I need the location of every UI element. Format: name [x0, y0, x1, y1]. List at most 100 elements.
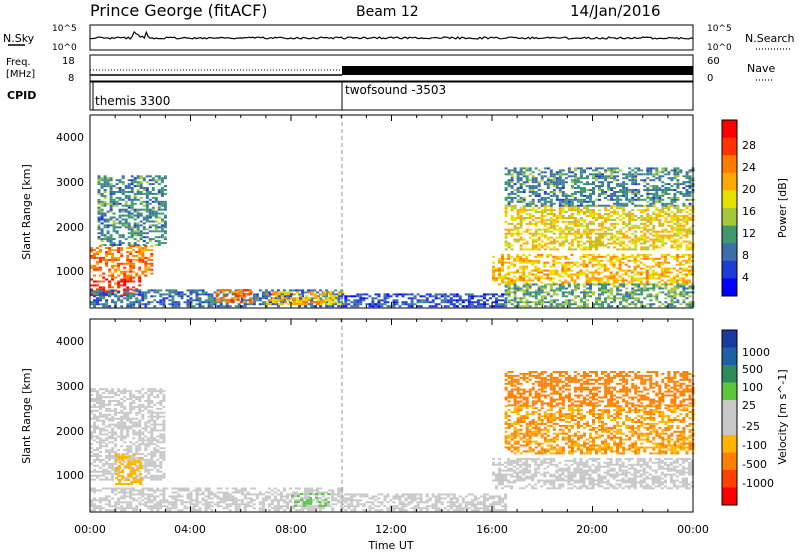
- power-echo-cell: [686, 205, 689, 207]
- power-echo-cell: [619, 268, 622, 270]
- power-echo-cell: [134, 211, 137, 213]
- power-echo-cell: [110, 236, 113, 238]
- power-echo-cell: [688, 274, 691, 276]
- power-echo-cell: [510, 256, 513, 258]
- power-echo-cell: [610, 277, 613, 279]
- power-echo-cell: [652, 225, 655, 227]
- power-echo-cell: [110, 187, 113, 189]
- power-echo-cell: [613, 301, 616, 303]
- power-echo-cell: [131, 203, 134, 205]
- power-echo-cell: [664, 276, 667, 278]
- power-echo-cell: [146, 197, 149, 199]
- power-echo-cell: [550, 289, 553, 291]
- power-echo-cell: [610, 260, 613, 262]
- power-echo-cell: [513, 281, 516, 283]
- velocity-echo-cell: [147, 437, 150, 439]
- velocity-echo-cell: [150, 441, 153, 443]
- velocity-echo-cell: [132, 443, 135, 445]
- power-echo-cell: [556, 303, 559, 305]
- velocity-echo-cell: [141, 428, 144, 430]
- power-echo-cell: [574, 231, 577, 233]
- velocity-echo-cell: [138, 445, 141, 447]
- power-echo-cell: [616, 175, 619, 177]
- velocity-echo-cell: [159, 463, 162, 465]
- power-echo-cell: [589, 286, 592, 288]
- power-cbar-tick-20: 20: [742, 183, 756, 196]
- power-echo-cell: [522, 262, 525, 264]
- power-echo-cell: [508, 173, 511, 175]
- power-echo-cell: [564, 256, 567, 258]
- power-echo-cell: [598, 167, 601, 169]
- power-echo-cell: [411, 293, 414, 295]
- power-echo-cell: [686, 297, 689, 299]
- power-echo-cell: [631, 295, 634, 297]
- power-echo-cell: [550, 301, 553, 303]
- power-echo-cell: [592, 284, 595, 286]
- velocity-echo-cell: [93, 475, 96, 477]
- power-echo-cell: [98, 213, 101, 215]
- power-echo-cell: [601, 281, 604, 283]
- power-echo-cell: [562, 288, 565, 290]
- power-echo-cell: [164, 232, 167, 234]
- velocity-echo-cell: [108, 400, 111, 402]
- power-echo-cell: [208, 295, 211, 297]
- velocity-echo-cell: [150, 412, 153, 414]
- power-echo-cell: [216, 291, 219, 293]
- power-echo-cell: [514, 189, 517, 191]
- power-echo-cell: [652, 203, 655, 205]
- power-echo-cell: [571, 213, 574, 215]
- power-echo-cell: [287, 291, 290, 293]
- power-echo-cell: [328, 305, 331, 307]
- power-echo-cell: [567, 276, 570, 278]
- power-echo-cell: [420, 299, 423, 301]
- power-echo-cell: [211, 301, 214, 303]
- power-echo-cell: [405, 301, 408, 303]
- power-echo-cell: [149, 213, 152, 215]
- power-echo-cell: [631, 293, 634, 295]
- power-echo-cell: [673, 268, 676, 270]
- power-echo-cell: [511, 233, 514, 235]
- power-echo-cell: [93, 303, 96, 305]
- power-echo-cell: [96, 261, 99, 263]
- power-echo-cell: [637, 266, 640, 268]
- power-echo-cell: [544, 201, 547, 203]
- power-echo-cell: [187, 289, 190, 291]
- velocity-echo-cell: [144, 455, 147, 457]
- velocity-echo-cell: [141, 416, 144, 418]
- power-echo-cell: [685, 276, 688, 278]
- power-echo-cell: [547, 231, 550, 233]
- power-echo-cell: [122, 181, 125, 183]
- power-echo-cell: [686, 245, 689, 247]
- power-echo-cell: [583, 260, 586, 262]
- power-echo-cell: [576, 272, 579, 274]
- power-echo-cell: [329, 295, 332, 297]
- power-echo-cell: [143, 189, 146, 191]
- power-echo-cell: [125, 219, 128, 221]
- power-echo-cell: [174, 291, 177, 293]
- power-echo-cell: [559, 243, 562, 245]
- power-echo-cell: [131, 232, 134, 234]
- power-echo-cell: [576, 276, 579, 278]
- power-echo-cell: [580, 201, 583, 203]
- power-echo-cell: [622, 248, 625, 250]
- power-echo-cell: [281, 299, 284, 301]
- power-echo-cell: [613, 211, 616, 213]
- power-echo-cell: [640, 301, 643, 303]
- velocity-echo-cell: [135, 406, 138, 408]
- power-echo-cell: [619, 266, 622, 268]
- power-echo-cell: [622, 262, 625, 264]
- velocity-echo-cell: [105, 457, 108, 459]
- power-echo-cell: [544, 219, 547, 221]
- power-echo-cell: [122, 209, 125, 211]
- velocity-echo-cell: [96, 390, 99, 392]
- power-echo-cell: [123, 263, 126, 265]
- velocity-echo-cell: [111, 396, 114, 398]
- power-echo-cell: [673, 217, 676, 219]
- power-echo-cell: [631, 303, 634, 305]
- power-echo-cell: [114, 289, 117, 291]
- power-echo-cell: [93, 267, 96, 269]
- velocity-echo-cell: [141, 433, 144, 435]
- power-echo-cell: [686, 175, 689, 177]
- power-echo-cell: [104, 197, 107, 199]
- power-echo-cell: [134, 238, 137, 240]
